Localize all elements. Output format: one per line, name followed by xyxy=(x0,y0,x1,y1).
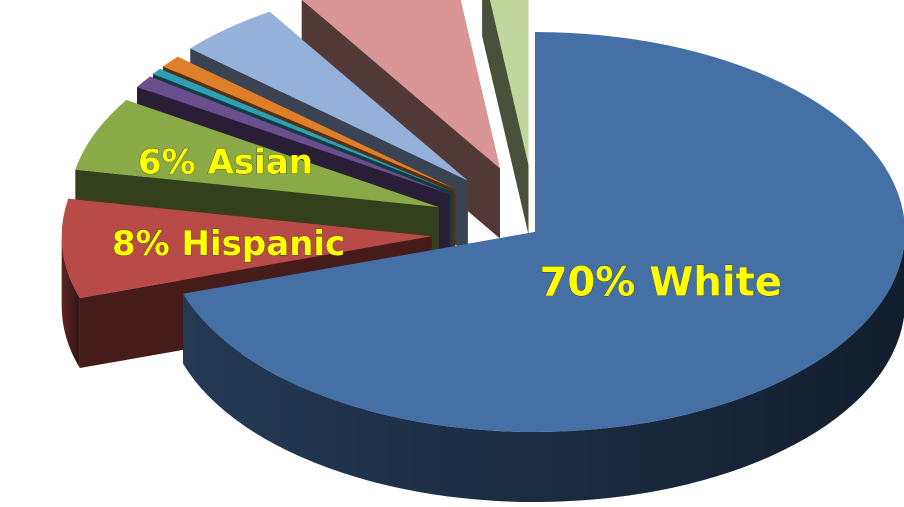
pie-slice-3-top xyxy=(75,99,439,208)
pie-slice-1 xyxy=(183,32,904,502)
pie-slice-2-side-shade xyxy=(61,236,80,369)
pie-slice-8-top xyxy=(302,0,500,169)
pie-slice-1-side-shade xyxy=(183,246,904,502)
pie-slice-9 xyxy=(482,0,529,235)
slice-label-3: 6% Asian xyxy=(138,142,313,182)
slice-label-2: 8% Hispanic xyxy=(112,224,345,264)
pie-slice-6-top xyxy=(162,56,456,189)
pie-slice-9-top xyxy=(490,0,529,165)
pie-slice-4-top xyxy=(136,76,450,195)
pie-slice-7-top xyxy=(190,11,468,181)
pie-slice-2-top xyxy=(61,198,432,299)
pie-slice-5-top xyxy=(152,68,453,192)
pie-slice-9-wall-1 xyxy=(482,0,529,235)
slice-label-1: 70% White xyxy=(540,259,782,305)
pie-slice-1-top xyxy=(183,32,904,432)
